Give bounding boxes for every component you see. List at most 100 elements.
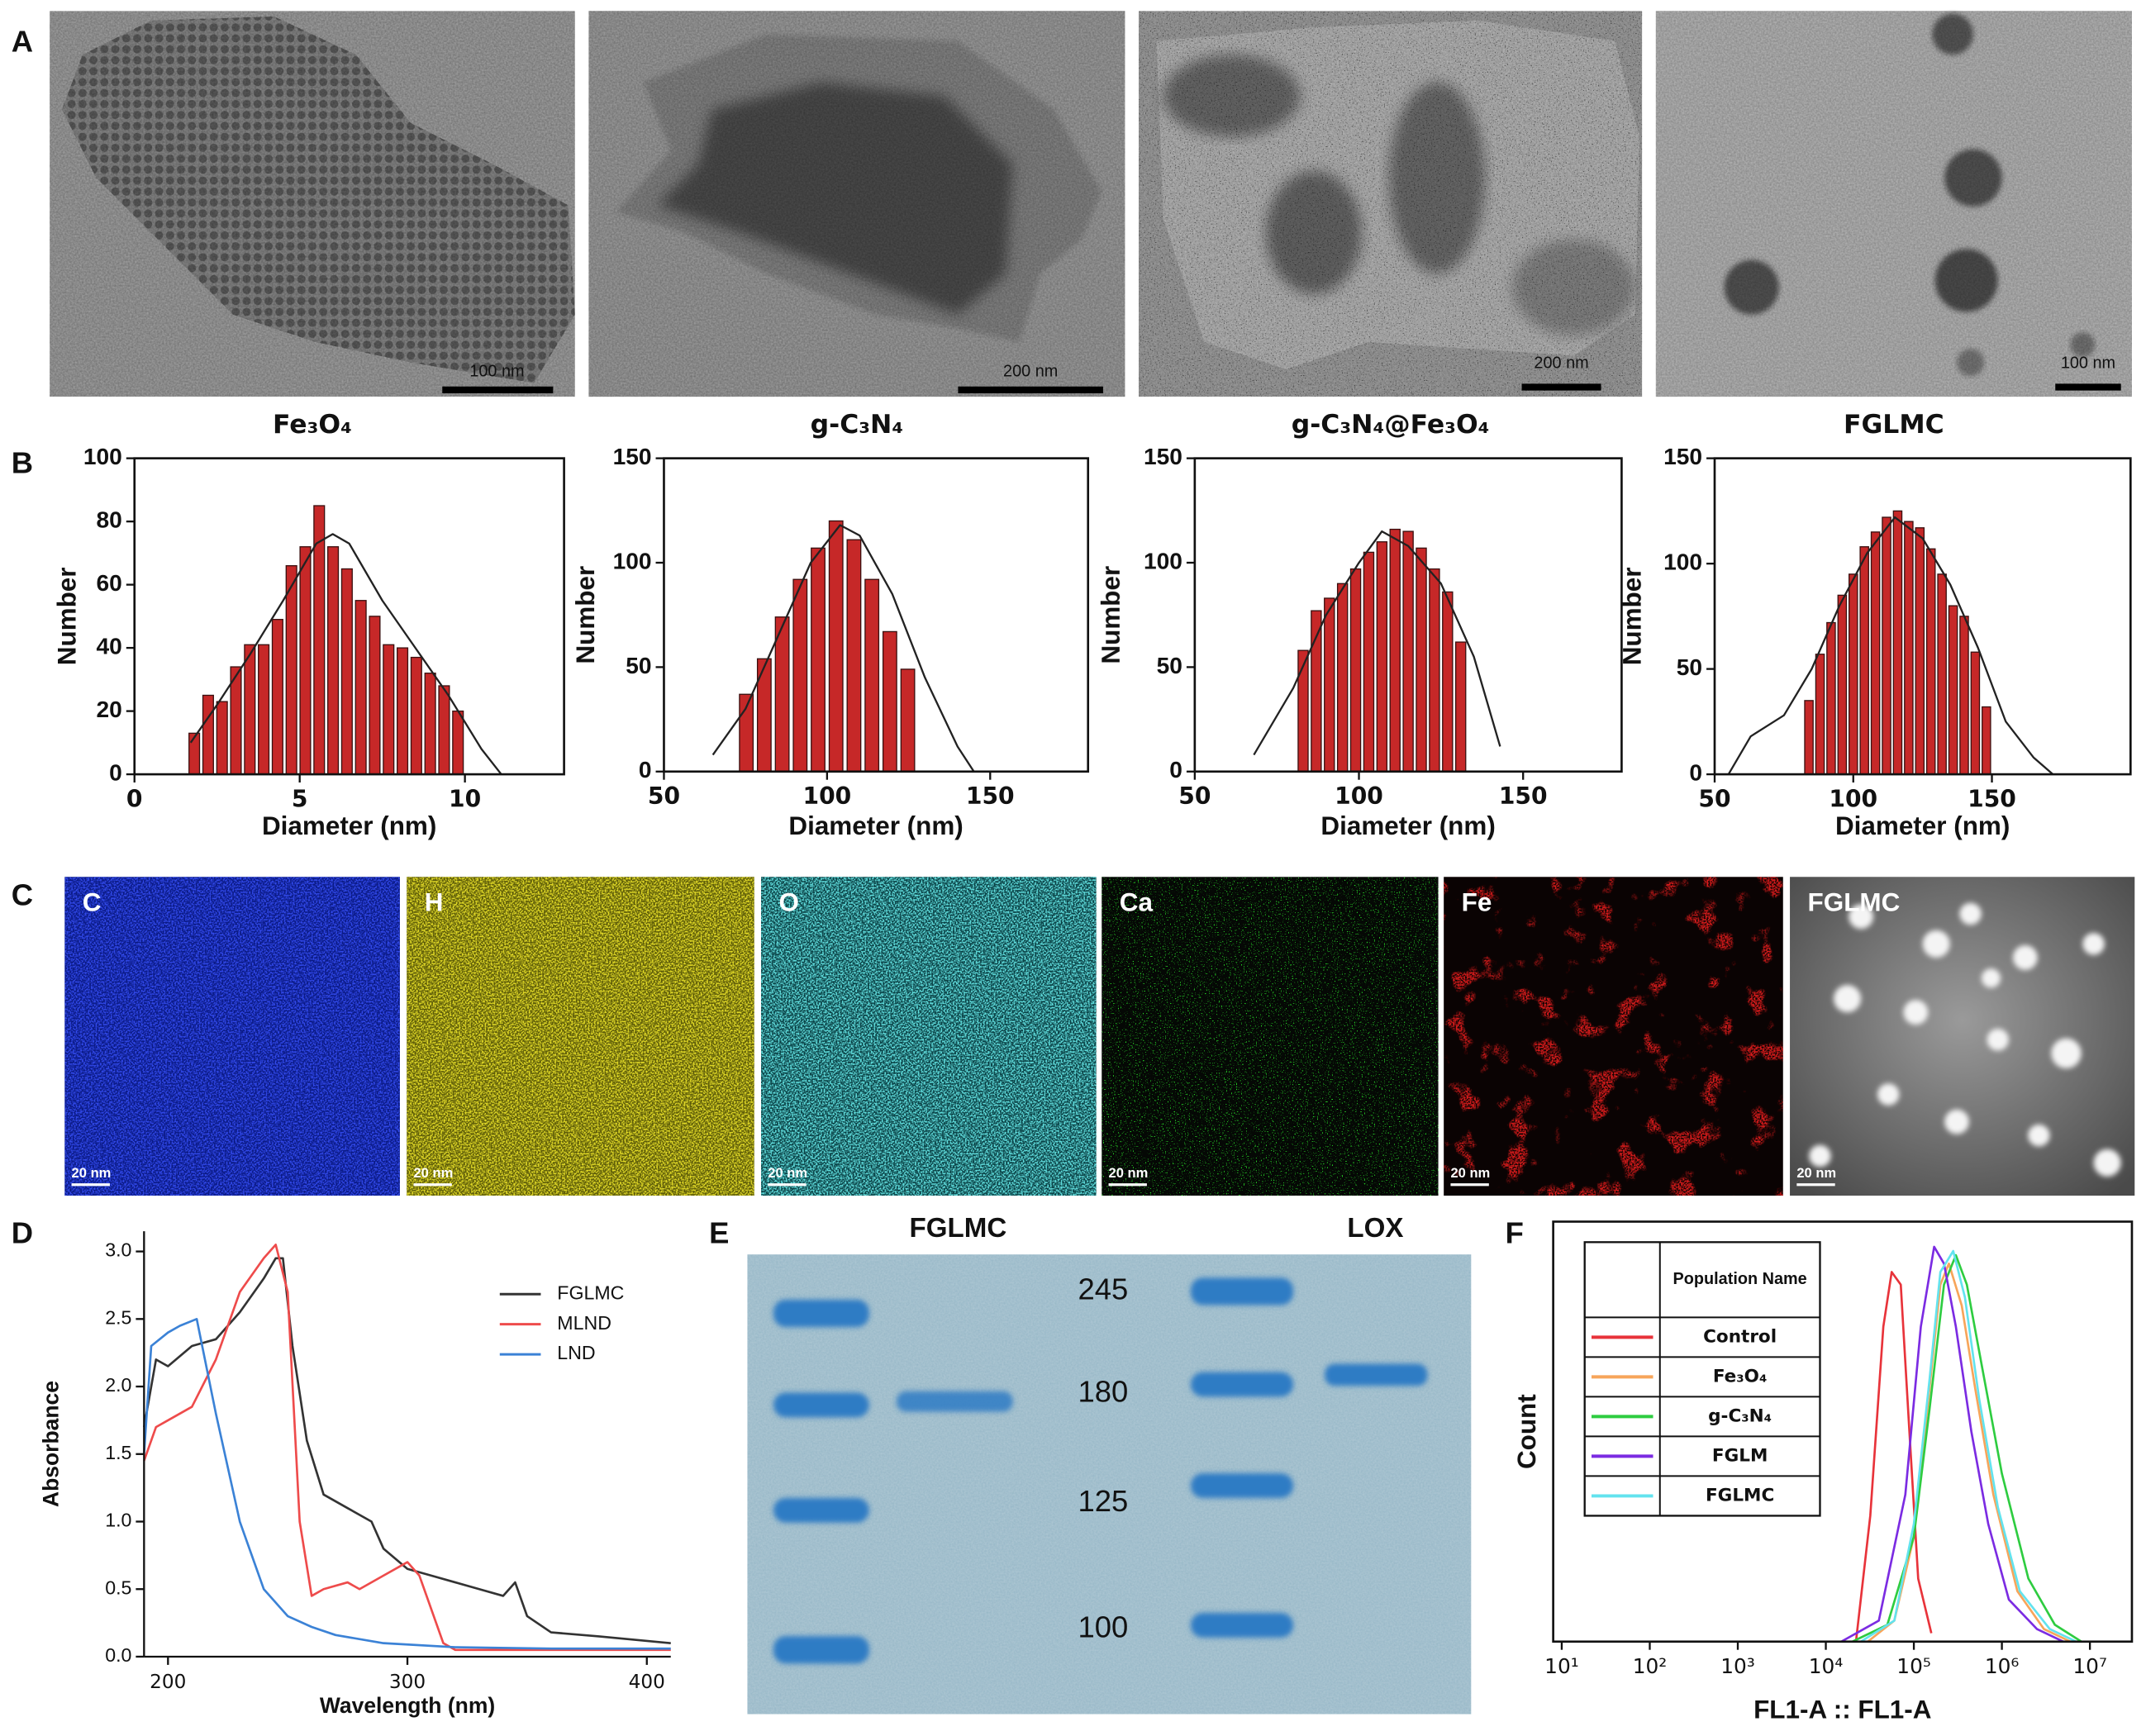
marker-label: 100 [1078,1610,1129,1643]
y-axis-label: Count [1512,1394,1541,1469]
panel-label: C [12,878,33,912]
gel [1190,1277,1294,1306]
legend-label: Control [1703,1326,1777,1347]
bar [424,673,436,775]
bar [1982,706,1991,775]
map-label: H [425,888,444,917]
eds-map [1444,877,1783,1196]
y-tick-label: 50 [1157,653,1182,678]
x-tick-label: 100 [1829,786,1877,813]
y-tick-label: 50 [626,653,651,678]
gel [773,1277,1428,1664]
y-tick-label: 2.5 [105,1306,131,1328]
gel [773,1299,869,1327]
eds-map [1444,877,1783,1196]
bar [438,685,450,775]
scale-label: 20 nm [413,1165,453,1181]
bar [1376,541,1388,773]
legend-label: FGLMC [557,1282,624,1303]
scale-label: 20 nm [1450,1165,1490,1181]
eds-map [1102,877,1439,1196]
y-tick-label: 3.0 [105,1239,131,1261]
eds-map [1809,1144,1831,1168]
y-tick-label: 0.0 [105,1644,131,1666]
eds-map [1877,1083,1900,1106]
eds-map [407,877,754,1196]
x-tick-label: 150 [1499,782,1548,810]
y-tick-label: 100 [83,444,122,469]
y-axis-label: Number [53,567,82,665]
x-tick-label: 10³ [1720,1654,1755,1678]
y-tick-label: 60 [97,570,122,596]
eds-map [1903,1000,1929,1025]
tem-image [1138,11,1643,397]
bar [1804,700,1814,775]
legend-label: LND [557,1342,595,1363]
scale-label: 20 nm [1109,1165,1149,1181]
x-tick-label: 50 [1698,786,1730,813]
x-axis-label: Diameter (nm) [1835,811,2010,840]
line-series [143,1317,671,1650]
bar [1915,527,1925,775]
x-tick-label: 10⁵ [1896,1654,1931,1678]
bar [271,619,283,775]
eds-map [1790,877,2135,1196]
line-series [1840,1245,2064,1643]
x-tick-label: 10⁶ [1985,1654,2020,1678]
bar [1937,573,1947,775]
bar [792,578,808,773]
scale-label: 20 nm [768,1165,807,1181]
plot-frame [1713,457,2132,776]
bar [1959,616,1969,775]
scale-label: 100 nm [469,363,524,381]
y-tick-label: 1.5 [105,1442,131,1463]
bar [299,546,312,775]
panel-label: F [1506,1216,1524,1250]
y-tick-label: 1.0 [105,1510,131,1531]
panel-label: E [709,1216,729,1250]
y-axis-label: Number [571,566,600,664]
eds-labels: C H O Ca Fe FGLMC 20 nm 20 nm 20 nm 20 n… [72,888,1901,1187]
x-axis-label: Diameter (nm) [1320,811,1495,840]
bar [1925,548,1936,775]
bar [369,616,381,775]
line-series [143,1244,671,1652]
plot-frame [1193,457,1623,773]
legend-label: Fe₃O₄ [1713,1366,1768,1386]
x-tick-label: 400 [629,1671,665,1693]
y-tick-label: 150 [1144,444,1182,469]
tem-image [1138,11,1643,397]
gel [1190,1612,1294,1638]
map-label: FGLMC [1808,888,1901,917]
bar [452,710,464,775]
scale-label: 20 nm [72,1165,112,1181]
tem-image [50,11,575,397]
eds-map [761,877,1097,1196]
legend-table [1583,1241,1821,1517]
tem-image [588,11,1125,397]
bar [1363,551,1375,773]
x-tick-label: 10 [449,786,481,813]
x-tick-label: 150 [1968,786,2016,813]
bar [1429,568,1440,773]
eds-map [2093,1149,2121,1177]
eds-map [2012,945,2038,970]
scale-label: 100 nm [2061,354,2115,373]
eds-map [1987,1029,2009,1051]
fit-curve [1253,530,1501,756]
chart: 0 20 40 60 80 100 0 5 10 Diameter (nm) Number [53,444,565,840]
map-label: C [83,888,102,917]
legend-label: FGLM [1712,1445,1768,1466]
lane-label: FGLMC [910,1213,1007,1244]
bar [410,656,422,775]
bar [1442,591,1454,773]
bar [1970,651,1981,775]
y-tick-label: 2.0 [105,1374,131,1396]
bar [1826,621,1836,775]
caption: Fe₃O₄ [273,410,352,440]
x-tick-label: 5 [292,786,308,813]
x-tick-label: 50 [648,782,680,810]
y-tick-label: 100 [1144,548,1182,573]
